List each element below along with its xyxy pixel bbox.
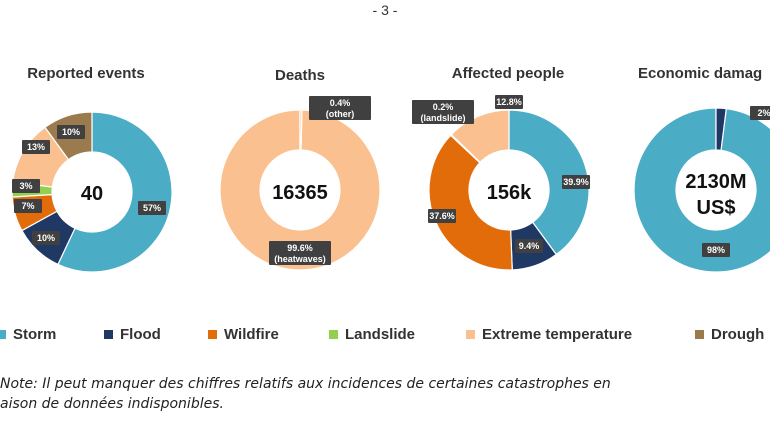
donut-slice-storm (508, 109, 590, 256)
data-label-box (515, 239, 543, 253)
data-label-text: 10% (37, 233, 55, 243)
chart-reported-events: Reported events 40 57% 10% 7% 3% 13% 10% (11, 65, 173, 273)
chart-affected-people: Affected people 156k 39.9% 9.4% 37.6% 0.2%(… (412, 65, 590, 271)
data-label: 99.6%(heatwaves) (269, 241, 331, 265)
legend-swatch (208, 330, 217, 339)
legend-label: Landslide (345, 326, 416, 343)
data-label-text: (heatwaves) (274, 254, 326, 264)
page-number: - 3 - (372, 2, 398, 18)
legend-swatch (466, 330, 475, 339)
legend-label: Wildfire (224, 326, 279, 343)
chart-center-value: 2130M (685, 171, 746, 193)
legend-label: Storm (13, 326, 57, 343)
data-label: 2% (750, 106, 770, 120)
chart-center-value: 156k (487, 182, 532, 204)
data-label-text: (other) (326, 109, 355, 119)
footnote-line: aison de données indisponibles. (0, 396, 224, 412)
legend-label: Flood (120, 326, 161, 343)
data-label-text: 13% (27, 142, 45, 152)
data-label-box (12, 179, 40, 193)
data-label-text: 37.6% (429, 211, 455, 221)
data-label-text: 2% (757, 108, 770, 118)
legend: Storm Flood Wildfire Landslide Extreme t… (0, 326, 770, 348)
legend-item-wildfire: Wildfire (208, 326, 279, 343)
data-label-text: 99.6% (287, 243, 313, 253)
chart-deaths: Deaths 16365 99.6%(heatwaves) 0.4%(other) (219, 67, 381, 271)
data-label: 98% (702, 243, 730, 257)
data-label-box (32, 231, 60, 245)
footnote: Note: Il peut manquer des chiffres relat… (0, 374, 770, 414)
chart-center-unit: US$ (697, 197, 736, 219)
data-label-text: 12.8% (496, 97, 522, 107)
data-label-box (750, 106, 770, 120)
data-label: 57% (138, 201, 166, 215)
legend-swatch (0, 330, 6, 339)
data-label: 9.4% (515, 239, 543, 253)
data-label-text: 9.4% (519, 241, 540, 251)
data-label-box (269, 241, 331, 265)
data-label-box (428, 209, 456, 223)
donut-slice-wildfire (428, 134, 513, 271)
chart-title: Affected people (452, 65, 565, 82)
data-label-text: 0.2% (433, 102, 454, 112)
donut-slice-other (299, 109, 303, 151)
chart-title: Economic damag (638, 65, 762, 82)
data-label: 37.6% (428, 209, 456, 223)
legend-item-storm: Storm (0, 326, 56, 343)
chart-title: Deaths (275, 67, 325, 84)
donut-slice-extreme-temperature (219, 109, 381, 271)
chart-center-value: 40 (81, 183, 103, 205)
data-label-text: 10% (62, 127, 80, 137)
legend-swatch (695, 330, 704, 339)
data-label: 0.4%(other) (309, 96, 371, 120)
legend-item-landslide: Landslide (329, 326, 415, 343)
chart-title: Reported events (27, 65, 145, 82)
data-label-text: 7% (21, 201, 34, 211)
data-label-box (138, 201, 166, 215)
legend-item-flood: Flood (104, 326, 161, 343)
legend-label: Drough (711, 326, 765, 343)
legend-swatch (104, 330, 113, 339)
data-label-box (14, 199, 42, 213)
data-label-box (57, 125, 85, 139)
donut-slice-storm (633, 107, 770, 273)
data-label-text: 98% (707, 245, 725, 255)
data-label-box (495, 95, 523, 109)
data-label: 0.2%(landslide) (412, 100, 474, 124)
data-label-box (22, 140, 50, 154)
data-label-text: 39.9% (563, 177, 589, 187)
donut-slice-storm (57, 111, 173, 273)
data-label-text: 0.4% (330, 98, 351, 108)
data-label: 12.8% (495, 95, 523, 109)
data-label-box (309, 96, 371, 120)
legend-swatch (329, 330, 338, 339)
data-label-box (412, 100, 474, 124)
data-label: 10% (32, 231, 60, 245)
data-label: 10% (57, 125, 85, 139)
footnote-line: Note: Il peut manquer des chiffres relat… (0, 376, 611, 392)
data-label: 39.9% (562, 175, 590, 189)
chart-economic-damage: Economic damag 2130M US$ 98% 2% (633, 65, 770, 273)
data-label: 7% (14, 199, 42, 213)
legend-item-extreme-temperature: Extreme temperature (466, 326, 632, 343)
legend-label: Extreme temperature (482, 326, 633, 343)
data-label-text: 57% (143, 203, 161, 213)
data-label-text: (landslide) (420, 113, 465, 123)
data-label-box (562, 175, 590, 189)
data-label: 13% (22, 140, 50, 154)
chart-center-value: 16365 (272, 182, 328, 204)
data-label: 3% (12, 179, 40, 193)
data-label-box (702, 243, 730, 257)
donut-slice-flood (715, 107, 727, 151)
data-label-text: 3% (19, 181, 32, 191)
legend-item-drought: Drough (695, 326, 764, 343)
